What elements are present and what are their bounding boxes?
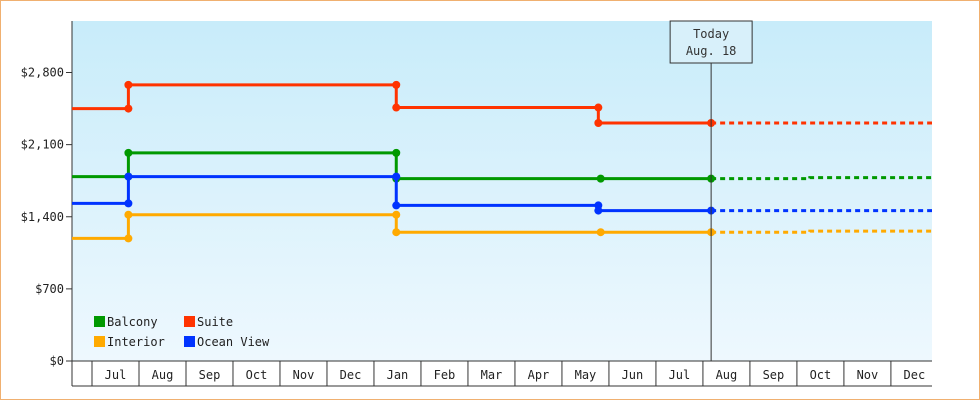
y-tick-label: $2,100 [21,138,64,152]
series-point [124,199,133,208]
month-label: Dec [340,368,362,382]
today-box [669,20,753,64]
legend-label: Interior [107,335,165,349]
today-date: Aug. 18 [686,44,737,58]
month-label: Jun [622,368,644,382]
month-label: Sep [199,368,221,382]
month-label: Oct [810,368,832,382]
series-forecast-line [711,229,932,234]
series-point [392,80,401,89]
y-tick-label: $700 [35,282,64,296]
legend: Balcony Suite Interior Ocean View [94,315,270,349]
legend-swatch [184,336,195,347]
series-point [124,210,133,219]
legend-label: Balcony [107,315,158,329]
series-point [392,172,401,181]
month-label: Jul [105,368,127,382]
series-point [596,228,605,237]
series-forecast-line [711,176,932,181]
legend-label: Suite [197,315,233,329]
legend-swatch [94,316,105,327]
x-axis-months: Jul Aug Sep Oct Nov Dec Jan Feb Mar Apr May Jun Jul A… [91,361,926,386]
plot-background [72,21,932,361]
series-point [392,148,401,157]
month-label: Jul [669,368,691,382]
month-label: Feb [434,368,456,382]
month-label: Aug [152,368,174,382]
month-label: Mar [481,368,503,382]
series-point [392,228,401,237]
month-label: Dec [904,368,926,382]
y-tick-label: $1,400 [21,210,64,224]
month-label: Sep [763,368,785,382]
series-point [392,103,401,112]
series-point [594,206,603,215]
y-tick-label: $2,800 [21,66,64,80]
month-label: Jan [387,368,409,382]
series-point [596,174,605,183]
series-point [392,210,401,219]
today-marker: Today Aug. 18 [669,20,753,361]
month-label: Apr [528,368,550,382]
legend-label: Ocean View [197,335,270,349]
series-point [594,103,603,112]
series-point [392,201,401,210]
series-point [594,119,603,127]
y-axis-ticks: $0 $700 $1,400 $2,100 $2,800 [21,66,72,368]
series-point [124,104,133,113]
legend-swatch [184,316,195,327]
month-label: Aug [716,368,738,382]
series-lines [72,80,932,243]
y-tick-label: $0 [50,354,64,368]
legend-swatch [94,336,105,347]
month-label: Nov [857,368,879,382]
month-label: Nov [293,368,315,382]
series-point [124,148,133,157]
today-label: Today [693,27,729,41]
series-point [124,234,133,243]
month-label: May [575,368,597,382]
series-point [124,80,133,89]
month-label: Oct [246,368,268,382]
series-point [124,172,133,181]
